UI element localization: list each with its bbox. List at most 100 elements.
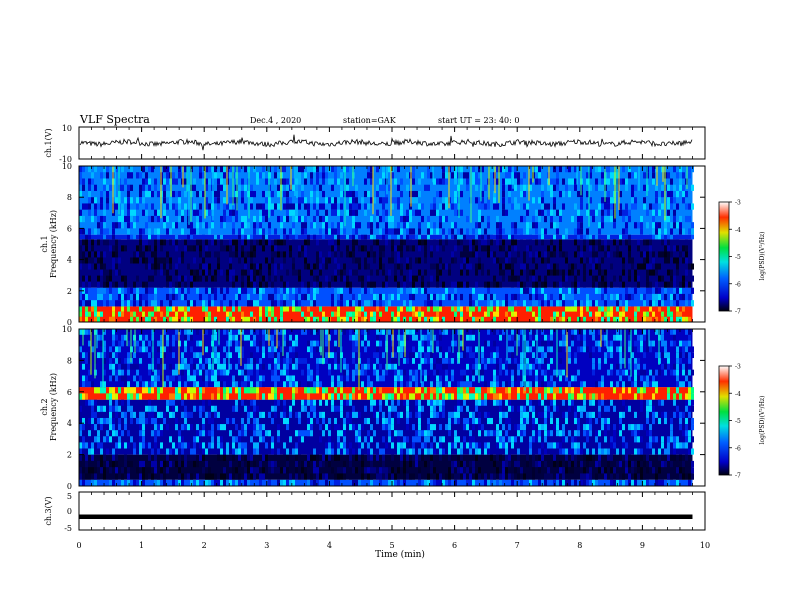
- ch2-spec-cell: [295, 448, 298, 455]
- ch1-spec-cell: [622, 184, 625, 191]
- ch2-spec-cell: [397, 393, 400, 400]
- ch1-spec-cell: [454, 184, 457, 191]
- ch1-spec-cell: [202, 172, 205, 179]
- ch1-spec-cell: [337, 300, 340, 307]
- ch1-spec-cell: [151, 234, 154, 240]
- ch2-spec-cell: [262, 393, 265, 400]
- ch2-spec-cell: [241, 399, 244, 406]
- ch2-spec-cell: [100, 467, 103, 474]
- ch1-spec-cell: [667, 275, 670, 282]
- ch1-spec-cell: [274, 263, 277, 270]
- ch1-spec-cell: [223, 222, 226, 229]
- ch1-spec-cell: [685, 316, 688, 322]
- ch2-spec-cell: [166, 405, 169, 412]
- ch1-spec-cell: [259, 209, 262, 216]
- ch1-spec-cell: [94, 209, 97, 216]
- ch1-spec-cell: [295, 209, 298, 216]
- ch1-spec-cell: [649, 203, 652, 210]
- ch1-spec-cell: [553, 184, 556, 191]
- ch1-spec-cell: [220, 166, 223, 173]
- ch1-spec-cell: [676, 245, 679, 252]
- ch1-spec-cell: [646, 287, 649, 294]
- ch1-spec-cell: [316, 239, 319, 246]
- ch2-spec-cell: [307, 399, 310, 406]
- ch2-spec-cell: [142, 417, 145, 425]
- ch2-spec-cell: [190, 393, 193, 400]
- ch1-spec-cell: [439, 178, 442, 185]
- ch1-spec-cell: [223, 203, 226, 210]
- ch1-spec-cell: [292, 251, 295, 258]
- ch1-spec-cell: [304, 178, 307, 185]
- ch1-spec-cell: [358, 245, 361, 252]
- ch2-spec-cell: [595, 460, 598, 468]
- ch1-spec-cell: [364, 257, 367, 264]
- ch2-spec-cell: [622, 454, 625, 461]
- ch1-spec-cell: [448, 311, 451, 317]
- ch1-spec-cell: [256, 222, 259, 229]
- ch2-spec-cell: [532, 460, 535, 468]
- ch2-spec-cell: [583, 479, 586, 486]
- ch1-spec-cell: [481, 197, 484, 204]
- ch2-spec-cell: [466, 467, 469, 474]
- ch1-spec-cell: [331, 190, 334, 198]
- ch2-spec-cell: [100, 405, 103, 412]
- ch2-spec-cell: [568, 479, 571, 486]
- ch2-spec-cell: [457, 411, 460, 418]
- ch1-spec-cell: [508, 197, 511, 204]
- ch2-spec-cell: [298, 430, 301, 437]
- ch2-spec-cell: [205, 454, 208, 461]
- ch1-spec-cell: [265, 306, 268, 312]
- ch2-spec-cell: [151, 405, 154, 412]
- ch1-spec-cell: [199, 203, 202, 210]
- ch2-spec-cell: [199, 411, 202, 418]
- ch1-spec-cell: [643, 263, 646, 270]
- ch1-spec-cell: [358, 263, 361, 270]
- ch2-spec-cell: [640, 424, 643, 431]
- ch2-spec-cell: [127, 442, 130, 449]
- ch2-spec-cell: [391, 430, 394, 437]
- ch1-spec-cell: [625, 178, 628, 185]
- ch1-spec-cell: [604, 203, 607, 210]
- ch1-spec-cell: [208, 209, 211, 216]
- ch1-spec-cell: [328, 239, 331, 246]
- ch1-spec-cell: [94, 172, 97, 179]
- ch2-spec-cell: [562, 473, 565, 480]
- ch1-spec-cell: [391, 245, 394, 252]
- ch2-spec-cell: [631, 479, 634, 486]
- ch2-spec-cell: [412, 436, 415, 443]
- ch2-spec-cell: [178, 442, 181, 449]
- ch1-spec-cell: [370, 197, 373, 204]
- ch2-spec-cell: [685, 405, 688, 412]
- ch2-spec-cell: [388, 424, 391, 431]
- ch2-spec-cell: [418, 430, 421, 437]
- ch1-spec-cell: [511, 239, 514, 246]
- ch2-spec-cell: [436, 473, 439, 480]
- ch1-spec-cell: [319, 316, 322, 322]
- ch2-spec-cell: [160, 424, 163, 431]
- ch2-spec-cell: [448, 473, 451, 480]
- ch1-spec-cell: [505, 228, 508, 235]
- ch1-spec-cell: [352, 239, 355, 246]
- ch2-spec-cell: [163, 417, 166, 425]
- ch2-spec-cell: [568, 405, 571, 412]
- ch2-spec-cell: [484, 473, 487, 480]
- ch1-spec-cell: [688, 172, 691, 179]
- ch2-spec-cell: [94, 479, 97, 486]
- ch2-spec-cell: [550, 436, 553, 443]
- ch2-spec-cell: [106, 448, 109, 455]
- ch1-spec-cell: [592, 257, 595, 264]
- ch2-spec-cell: [154, 442, 157, 449]
- ch1-spec-cell: [655, 263, 658, 270]
- ch2-spec-cell: [178, 436, 181, 443]
- ch2-spec-cell: [382, 467, 385, 474]
- ch2-spec-cell: [103, 467, 106, 474]
- ch1-spec-cell: [241, 239, 244, 246]
- ch1-spec-cell: [262, 209, 265, 216]
- ch1-spec-cell: [595, 184, 598, 191]
- ch2-spec-cell: [598, 405, 601, 412]
- ch1-spec-cell: [619, 300, 622, 307]
- ch2-spec-cell: [622, 387, 625, 394]
- ch1-spec-cell: [619, 239, 622, 246]
- ch1-spec-cell: [400, 251, 403, 258]
- ch2-spec-cell: [238, 479, 241, 486]
